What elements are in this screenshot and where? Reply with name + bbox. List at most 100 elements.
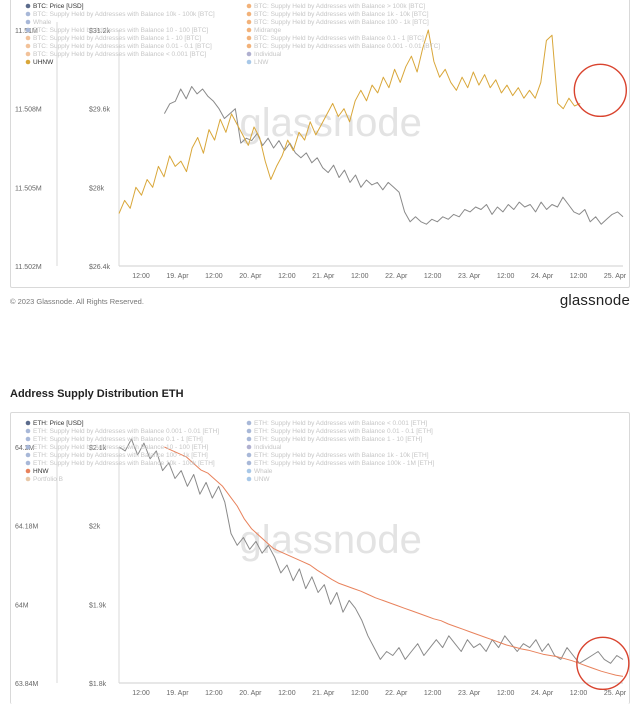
x-tick-label: 12:00 (570, 690, 588, 697)
y-right-tick-label: $1.8k (89, 681, 107, 688)
legend-dot (25, 11, 31, 17)
legend-dot (246, 3, 252, 9)
x-tick-label: 19. Apr (166, 273, 189, 280)
x-tick-label: 22. Apr (385, 273, 408, 280)
y-right-tick-label: $1.9k (89, 602, 107, 609)
legend-label: ETH: Supply Held by Addresses with Balan… (33, 428, 219, 435)
legend-label: BTC: Supply Held by Addresses with Balan… (254, 11, 429, 18)
legend-dot (25, 51, 31, 57)
watermark-text: glassnode (239, 101, 421, 145)
btc-btc-price-usd-line (163, 86, 624, 225)
x-tick-label: 12:00 (424, 273, 442, 280)
legend-label: BTC: Supply Held by Addresses with Balan… (254, 43, 440, 50)
eth-chart-panel: glassnode 64.2M 64.18M 64M 63.84M $2.1k $2k $1.… (10, 412, 630, 704)
legend-dot (246, 476, 252, 482)
legend-label: Individual (254, 51, 282, 58)
x-tick-label: 12:00 (351, 273, 369, 280)
legend-label: BTC: Supply Held by Addresses with Balan… (33, 35, 201, 42)
watermark-text: glassnode (239, 518, 421, 562)
legend-dot (25, 444, 31, 450)
legend-dot (246, 19, 252, 25)
y-left-tick-label: 64.18M (15, 524, 39, 531)
x-tick-label: 12:00 (497, 690, 515, 697)
y-right-tick-label: $31.2k (89, 28, 111, 35)
legend-dot (246, 468, 252, 474)
x-tick-label: 23. Apr (458, 273, 481, 280)
legend-dot (25, 460, 31, 466)
legend-label: ETH: Supply Held by Addresses with Balan… (254, 452, 429, 459)
legend-dot (246, 35, 252, 41)
legend-dot (246, 51, 252, 57)
x-tick-label: 12:00 (424, 690, 442, 697)
y-left-tick-label: 11.505M (15, 185, 42, 192)
legend-label: ETH: Supply Held by Addresses with Balan… (254, 436, 422, 443)
x-tick-label: 12:00 (497, 273, 515, 280)
legend-dot (25, 468, 31, 474)
legend-label: ETH: Supply Held by Addresses with Balan… (33, 436, 203, 443)
x-tick-label: 12:00 (278, 690, 296, 697)
legend-label: BTC: Supply Held by Addresses with Balan… (33, 51, 206, 58)
legend-dot (246, 59, 252, 65)
y-right-tick-label: $29.6k (89, 107, 111, 114)
legend-dot (25, 476, 31, 482)
legend-label: ETH: Supply Held by Addresses with Balan… (33, 460, 215, 467)
x-tick-label: 12:00 (351, 690, 369, 697)
x-tick-label: 20. Apr (239, 690, 262, 697)
eth-hnw-line (164, 446, 624, 677)
legend-label: Portfolio B (33, 476, 63, 483)
x-tick-label: 12:00 (132, 690, 150, 697)
legend-label: Midrange (254, 27, 281, 34)
x-tick-label: 12:00 (570, 273, 588, 280)
copyright-text: © 2023 Glassnode. All Rights Reserved. (10, 297, 144, 306)
x-tick-label: 25. Apr (604, 690, 627, 697)
x-tick-label: 25. Apr (604, 273, 627, 280)
legend-label: ETH: Supply Held by Addresses with Balan… (254, 420, 427, 427)
y-right-tick-label: $2k (89, 524, 101, 531)
eth-chart: glassnode 64.2M 64.18M 64M 63.84M $2.1k $2k $1.… (15, 420, 630, 697)
legend-dot (25, 452, 31, 458)
x-tick-label: 20. Apr (239, 273, 262, 280)
x-tick-label: 12:00 (278, 273, 296, 280)
y-left-tick-label: 64M (15, 602, 29, 609)
legend-dot (25, 436, 31, 442)
legend-label: LNW (254, 59, 269, 66)
y-left-tick-label: 64.2M (15, 445, 35, 452)
legend-label: Individual (254, 444, 282, 451)
legend-label: UNW (254, 476, 270, 483)
legend-dot (246, 460, 252, 466)
y-right-tick-label: $2.1k (89, 445, 107, 452)
y-right-tick-label: $26.4k (89, 264, 111, 271)
y-left-tick-label: 11.508M (15, 107, 42, 114)
x-tick-label: 24. Apr (531, 273, 554, 280)
legend-label: ETH: Supply Held by Addresses with Balan… (33, 452, 208, 459)
legend-dot (25, 35, 31, 41)
legend-dot (246, 43, 252, 49)
x-tick-label: 23. Apr (458, 690, 481, 697)
highlight-circle (573, 63, 628, 118)
legend-label: UHNW (33, 59, 54, 66)
legend-dot (246, 444, 252, 450)
btc-chart: glassnode11.51M11.508M11.505M11.502M$31.… (15, 3, 628, 280)
x-tick-label: 19. Apr (166, 690, 189, 697)
x-tick-label: 22. Apr (385, 690, 408, 697)
eth-eth-price-usd-line (118, 438, 624, 664)
legend-dot (246, 428, 252, 434)
x-tick-label: 12:00 (205, 273, 223, 280)
legend-dot (25, 428, 31, 434)
legend-label: ETH: Supply Held by Addresses with Balan… (254, 428, 433, 435)
glassnode-logo: glassnode (559, 292, 630, 309)
legend-dot (246, 27, 252, 33)
btc-uhnw-line (118, 29, 581, 214)
x-tick-label: 12:00 (132, 273, 150, 280)
legend-label: BTC: Price [USD] (33, 3, 84, 10)
legend-label: BTC: Supply Held by Addresses with Balan… (33, 27, 208, 34)
legend-dot (25, 3, 31, 9)
legend-dot (25, 420, 31, 426)
legend-dot (25, 19, 31, 25)
legend-label: BTC: Supply Held by Addresses with Balan… (33, 11, 215, 18)
legend-label: ETH: Price [USD] (33, 420, 84, 427)
x-tick-label: 24. Apr (531, 690, 554, 697)
legend-dot (25, 43, 31, 49)
legend-label: BTC: Supply Held by Addresses with Balan… (33, 43, 212, 50)
legend-dot (25, 59, 31, 65)
